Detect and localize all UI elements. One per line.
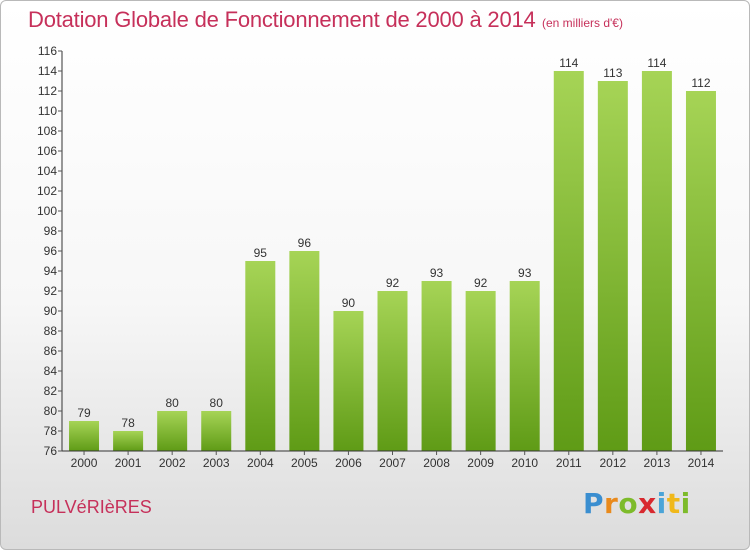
logo-letter: i — [656, 487, 667, 520]
y-tick-label: 98 — [44, 224, 58, 238]
bar — [289, 251, 320, 451]
logo-letter: P — [583, 487, 605, 520]
bar-value-label: 93 — [518, 266, 532, 280]
y-tick-label: 104 — [37, 164, 57, 178]
bar — [553, 71, 584, 451]
bar-value-label: 114 — [559, 56, 578, 70]
x-tick-label: 2000 — [71, 456, 98, 470]
y-tick-label: 108 — [37, 124, 57, 138]
bar — [201, 411, 232, 451]
y-axis: 76 78 80 82 84 86 88 90 92 94 96 98 100 102 104 106 108 1… — [37, 44, 63, 458]
bar-value-label: 90 — [342, 296, 356, 310]
x-tick-label: 2003 — [203, 456, 230, 470]
y-tick-label: 112 — [38, 84, 57, 98]
bar-value-label: 79 — [77, 406, 91, 420]
bar — [421, 281, 452, 451]
x-tick-label: 2001 — [115, 456, 142, 470]
bar — [333, 311, 364, 451]
y-tick-label: 88 — [44, 324, 58, 338]
bar-value-label: 114 — [647, 56, 666, 70]
x-axis: 2000 2001 2002 2003 2004 2005 2006 2007 2008 2009… — [62, 450, 723, 470]
bar — [509, 281, 540, 451]
y-tick-label: 78 — [44, 424, 58, 438]
bar-value-label: 80 — [165, 396, 179, 410]
y-tick-label: 106 — [37, 144, 57, 158]
bar-value-label: 80 — [210, 396, 224, 410]
bar — [113, 431, 144, 451]
y-tick-label: 86 — [44, 344, 58, 358]
y-tick-label: 116 — [38, 44, 57, 58]
bars: 79 78 80 80 95 96 90 92 93 92 93 114 113 114 112 — [69, 56, 716, 451]
logo-letter: o — [618, 487, 639, 520]
bar — [157, 411, 188, 451]
x-tick-label: 2010 — [511, 456, 538, 470]
y-tick-label: 90 — [44, 304, 58, 318]
chart-title: Dotation Globale de Fonctionnement de 20… — [28, 7, 536, 32]
y-tick-label: 96 — [44, 244, 58, 258]
x-tick-label: 2004 — [247, 456, 274, 470]
x-tick-label: 2009 — [467, 456, 494, 470]
bar — [69, 421, 100, 451]
bar-value-label: 95 — [254, 246, 268, 260]
proxiti-logo: Proxiti — [583, 487, 691, 520]
y-tick-label: 110 — [38, 104, 57, 118]
bar — [377, 291, 408, 451]
bar-value-label: 113 — [603, 66, 622, 80]
bar-value-label: 112 — [691, 76, 710, 90]
bar-value-label: 78 — [121, 416, 135, 430]
logo-letter: i — [680, 487, 691, 520]
bar — [597, 81, 628, 451]
chart-subtitle: (en milliers d'€) — [542, 16, 623, 30]
bar-value-label: 93 — [430, 266, 444, 280]
bar — [245, 261, 276, 451]
logo-letter: t — [666, 487, 681, 520]
y-tick-label: 84 — [44, 364, 58, 378]
y-tick-label: 114 — [38, 64, 57, 78]
bar-value-label: 92 — [386, 276, 400, 290]
y-tick-label: 102 — [37, 184, 57, 198]
x-tick-label: 2014 — [688, 456, 715, 470]
x-tick-label: 2002 — [159, 456, 186, 470]
y-tick-label: 80 — [44, 404, 58, 418]
bar-value-label: 96 — [298, 236, 312, 250]
x-tick-label: 2008 — [423, 456, 450, 470]
x-tick-label: 2007 — [379, 456, 406, 470]
y-tick-label: 76 — [44, 444, 58, 458]
bar — [641, 71, 672, 451]
y-tick-label: 100 — [37, 204, 57, 218]
x-tick-label: 2013 — [644, 456, 671, 470]
x-tick-label: 2011 — [556, 456, 582, 470]
logo-letter: r — [604, 487, 619, 520]
y-tick-label: 92 — [44, 284, 58, 298]
x-tick-label: 2005 — [291, 456, 318, 470]
y-tick-label: 82 — [44, 384, 58, 398]
x-tick-label: 2006 — [335, 456, 362, 470]
x-tick-label: 2012 — [599, 456, 626, 470]
commune-name: PULVéRIèRES — [31, 497, 152, 517]
bar-value-label: 92 — [474, 276, 488, 290]
bar — [465, 291, 496, 451]
y-tick-label: 94 — [44, 264, 58, 278]
bar — [685, 91, 716, 451]
logo-letter: x — [638, 487, 657, 520]
